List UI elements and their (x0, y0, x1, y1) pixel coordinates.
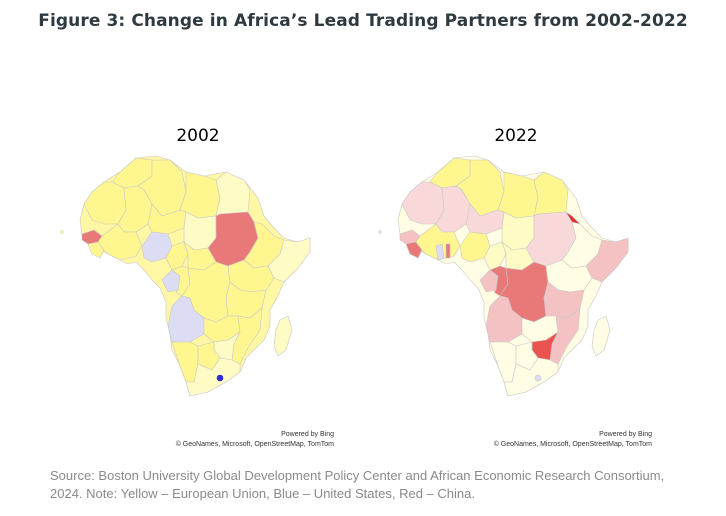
region-guinea (405, 241, 423, 259)
region-mali (435, 185, 471, 233)
region-madagascar (591, 315, 611, 357)
map-attribution-powered: Powered by Bing (599, 431, 652, 438)
region-madagascar (273, 315, 293, 357)
region-togo-benin (445, 243, 451, 259)
region-namibia (489, 341, 517, 383)
region-guinea (87, 241, 105, 259)
region-somalia (267, 237, 311, 283)
region-cape-verde (60, 230, 64, 234)
region-lesotho (534, 374, 542, 382)
region-cape-verde (378, 230, 382, 234)
region-egypt (533, 171, 569, 217)
region-westafrica-coast (97, 223, 143, 261)
map-panel-2002: 2002 Powered by Bing © GeoNames, Microso… (48, 120, 348, 460)
map-year-label: 2022 (494, 126, 538, 146)
region-lesotho (216, 374, 224, 382)
map-year-label: 2002 (176, 126, 220, 146)
africa-map-2002 (60, 155, 311, 397)
map-panel-2022: 2022 Powered by Bing © GeoNames, Microso… (366, 120, 666, 460)
region-south-africa (185, 357, 241, 397)
region-egypt (215, 171, 251, 217)
africa-map-2022 (378, 155, 629, 397)
region-ghana (435, 243, 445, 261)
region-somalia (585, 237, 629, 283)
region-mali (117, 185, 153, 233)
region-south-africa (503, 357, 559, 397)
region-namibia (171, 341, 199, 383)
map-attribution-sources: © GeoNames, Microsoft, OpenStreetMap, To… (175, 441, 334, 448)
figure-title: Figure 3: Change in Africa’s Lead Tradin… (38, 11, 688, 31)
map-attribution-sources: © GeoNames, Microsoft, OpenStreetMap, To… (493, 441, 652, 448)
map-attribution-powered: Powered by Bing (281, 431, 334, 438)
source-note: Source: Boston University Global Develop… (50, 468, 665, 501)
